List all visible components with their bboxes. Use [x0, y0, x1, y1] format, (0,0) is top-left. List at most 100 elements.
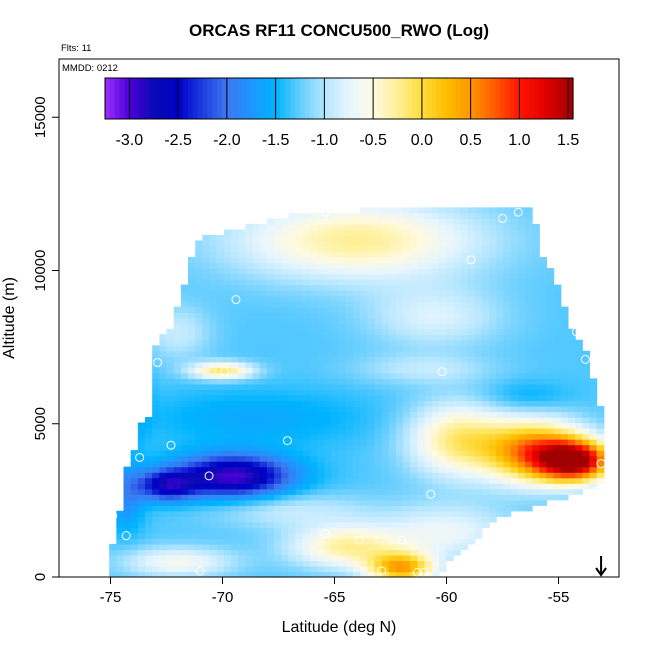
heatmap-cell: [223, 334, 232, 341]
heatmap-cell: [259, 378, 268, 385]
heatmap-cell: [209, 317, 218, 324]
heatmap-cell: [410, 240, 418, 247]
heatmap-cell: [553, 417, 562, 424]
heatmap-cell: [352, 323, 361, 330]
heatmap-cell: [403, 560, 411, 567]
heatmap-cell: [209, 538, 218, 545]
heatmap-cell: [410, 389, 418, 396]
heatmap-cell: [453, 207, 462, 214]
heatmap-cell: [281, 532, 289, 539]
heatmap-cell: [496, 257, 505, 264]
heatmap-cell: [288, 543, 297, 551]
heatmap-cell: [560, 483, 569, 490]
heatmap-cell: [180, 516, 189, 523]
heatmap-cell: [238, 240, 246, 247]
heatmap-cell: [567, 483, 576, 490]
heatmap-cell: [252, 488, 261, 495]
heatmap-cell: [137, 455, 146, 462]
heatmap-cell: [460, 323, 469, 330]
heatmap-cell: [567, 405, 576, 413]
heatmap-cell: [524, 367, 533, 374]
heatmap-cell: [496, 273, 505, 280]
heatmap-cell: [324, 483, 332, 490]
heatmap-cell: [302, 223, 311, 231]
heatmap-cell: [481, 450, 490, 457]
observation-point: [121, 531, 131, 541]
heatmap-cell: [252, 422, 261, 429]
heatmap-cell: [489, 433, 497, 440]
heatmap-cell: [374, 361, 383, 368]
heatmap-cell: [524, 339, 533, 346]
heatmap-cell: [496, 455, 505, 462]
heatmap-cell: [331, 439, 340, 446]
heatmap-cell: [216, 494, 225, 501]
heatmap-cell: [446, 394, 454, 402]
heatmap-cell: [209, 400, 218, 407]
heatmap-cell: [489, 350, 497, 357]
heatmap-cell: [266, 245, 275, 253]
heatmap-cell: [223, 444, 232, 451]
heatmap-cell: [438, 510, 447, 517]
heatmap-cell: [438, 444, 447, 451]
heatmap-cell: [137, 554, 146, 562]
heatmap-cell: [252, 538, 261, 545]
colorbar-swatch: [568, 78, 574, 119]
heatmap-cell: [173, 521, 182, 528]
heatmap-cell: [467, 339, 476, 346]
heatmap-cell: [274, 245, 282, 253]
heatmap-cell: [388, 339, 397, 346]
heatmap-cell: [180, 428, 189, 435]
heatmap-cell: [582, 367, 591, 374]
colorbar-swatch: [168, 78, 174, 119]
heatmap-cell: [388, 532, 397, 539]
heatmap-cell: [510, 428, 519, 435]
heatmap-cell: [266, 538, 275, 545]
heatmap-cell: [252, 328, 261, 335]
heatmap-cell: [474, 323, 483, 330]
heatmap-cell: [446, 268, 454, 275]
heatmap-cell: [596, 411, 605, 418]
heatmap-cell: [510, 488, 519, 495]
heatmap-cell: [295, 372, 304, 379]
heatmap-cell: [496, 262, 505, 269]
heatmap-cell: [395, 428, 404, 435]
heatmap-cell: [309, 554, 318, 562]
heatmap-cell: [546, 466, 555, 473]
heatmap-cell: [575, 411, 583, 418]
heatmap-cell: [489, 301, 497, 308]
heatmap-cell: [438, 455, 447, 462]
heatmap-cell: [467, 317, 476, 324]
heatmap-cell: [352, 328, 361, 335]
heatmap-cell: [381, 356, 390, 363]
heatmap-cell: [195, 328, 203, 335]
heatmap-cell: [331, 372, 340, 379]
heatmap-cell: [431, 549, 440, 556]
heatmap-cell: [302, 268, 311, 275]
heatmap-cell: [374, 257, 383, 264]
heatmap-cell: [166, 372, 175, 379]
heatmap-cell: [374, 450, 383, 457]
heatmap-cell: [524, 411, 533, 418]
heatmap-cell: [582, 455, 591, 462]
heatmap-cell: [202, 417, 211, 424]
heatmap-cell: [553, 323, 562, 330]
heatmap-cell: [582, 439, 591, 446]
heatmap-cell: [553, 383, 562, 391]
heatmap-cell: [352, 372, 361, 379]
heatmap-cell: [188, 306, 196, 313]
heatmap-cell: [403, 411, 411, 418]
heatmap-cell: [238, 472, 246, 479]
heatmap-cell: [302, 422, 311, 429]
heatmap-cell: [345, 218, 354, 225]
heatmap-cell: [467, 494, 476, 501]
colorbar-swatch: [397, 78, 403, 119]
heatmap-cell: [360, 461, 368, 468]
heatmap-cell: [539, 268, 548, 275]
heatmap-cell: [123, 494, 132, 501]
colorbar-tick-label: 1.0: [508, 132, 530, 149]
heatmap-cell: [560, 372, 569, 379]
heatmap-cell: [259, 273, 268, 280]
heatmap-cell: [474, 499, 483, 506]
heatmap-cell: [324, 389, 332, 396]
heatmap-cell: [266, 483, 275, 490]
